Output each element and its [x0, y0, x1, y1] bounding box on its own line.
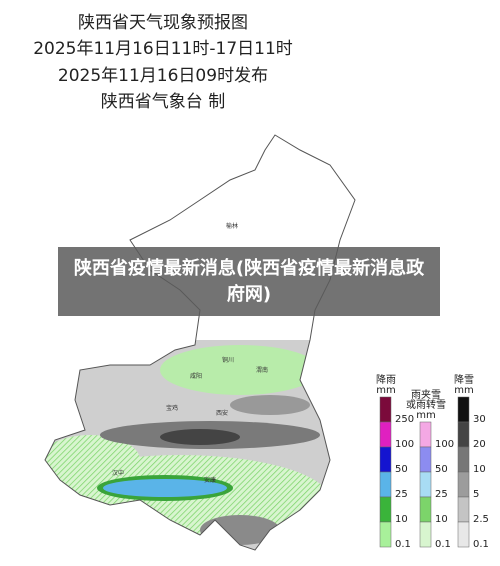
legend-swatch	[457, 396, 470, 423]
legend-value: 100	[435, 439, 454, 450]
legend-swatch	[457, 446, 470, 473]
title: 陕西省天气现象预报图	[78, 13, 248, 33]
issuer: 陕西省气象台 制	[101, 92, 225, 112]
legend-swatch	[419, 521, 432, 548]
legend-value: 100	[395, 439, 414, 450]
city-label: 渭南	[256, 366, 268, 374]
legend-swatch	[379, 471, 392, 498]
legend-value: 10	[395, 514, 408, 525]
legend-value: 25	[395, 489, 408, 500]
city-label: 汉中	[112, 469, 124, 477]
city-label: 咸阳	[190, 372, 202, 380]
legend-swatch	[419, 446, 432, 473]
legend-title: 雨夹雪	[411, 388, 441, 401]
legend-swatch	[379, 446, 392, 473]
legend-swatch	[379, 496, 392, 523]
banner: 陕西省疫情最新消息(陕西省疫情最新消息政府网)	[58, 247, 440, 316]
legend-value: 50	[395, 464, 408, 475]
legend-value: 10	[435, 514, 448, 525]
legend-value: 0.1	[435, 539, 451, 550]
legend-title: mm	[454, 385, 473, 396]
issued: 2025年11月16日09时发布	[58, 66, 268, 86]
city-label: 宝鸡	[166, 404, 178, 412]
legend-swatch	[419, 421, 432, 448]
city-label: 西安	[216, 409, 228, 417]
legend-swatch	[419, 496, 432, 523]
legend-swatch	[379, 421, 392, 448]
legend-title: 或雨转雪	[406, 398, 446, 411]
legend-swatch	[379, 396, 392, 423]
legend-title: mm	[376, 385, 395, 396]
city-label: 铜川	[222, 356, 234, 364]
legend-swatch	[457, 471, 470, 498]
legend-value: 250	[395, 414, 414, 425]
legend-value: 2.5	[473, 514, 489, 525]
city-label: 榆林	[226, 222, 238, 230]
legend-swatch	[457, 496, 470, 523]
legend-title: 降雨	[376, 373, 396, 386]
period: 2025年11月16日11时-17日11时	[33, 39, 293, 59]
city-label: 安康	[204, 476, 216, 484]
legend-value: 20	[473, 439, 486, 450]
legend-value: 5	[473, 489, 479, 500]
legend-value: 25	[435, 489, 448, 500]
legend-value: 0.1	[395, 539, 411, 550]
legend-title: mm	[416, 410, 435, 421]
legend-value: 30	[473, 414, 486, 425]
legend-value: 0.1	[473, 539, 489, 550]
legend-swatch	[419, 471, 432, 498]
legend-value: 10	[473, 464, 486, 475]
legend-title: 降雪	[454, 373, 474, 386]
legend-value: 50	[435, 464, 448, 475]
legend-swatch	[457, 421, 470, 448]
legend-swatch	[379, 521, 392, 548]
legend: 降雨mm2501005025100.1雨夹雪或雨转雪mm1005025100.1…	[376, 373, 489, 550]
legend-swatch	[457, 521, 470, 548]
